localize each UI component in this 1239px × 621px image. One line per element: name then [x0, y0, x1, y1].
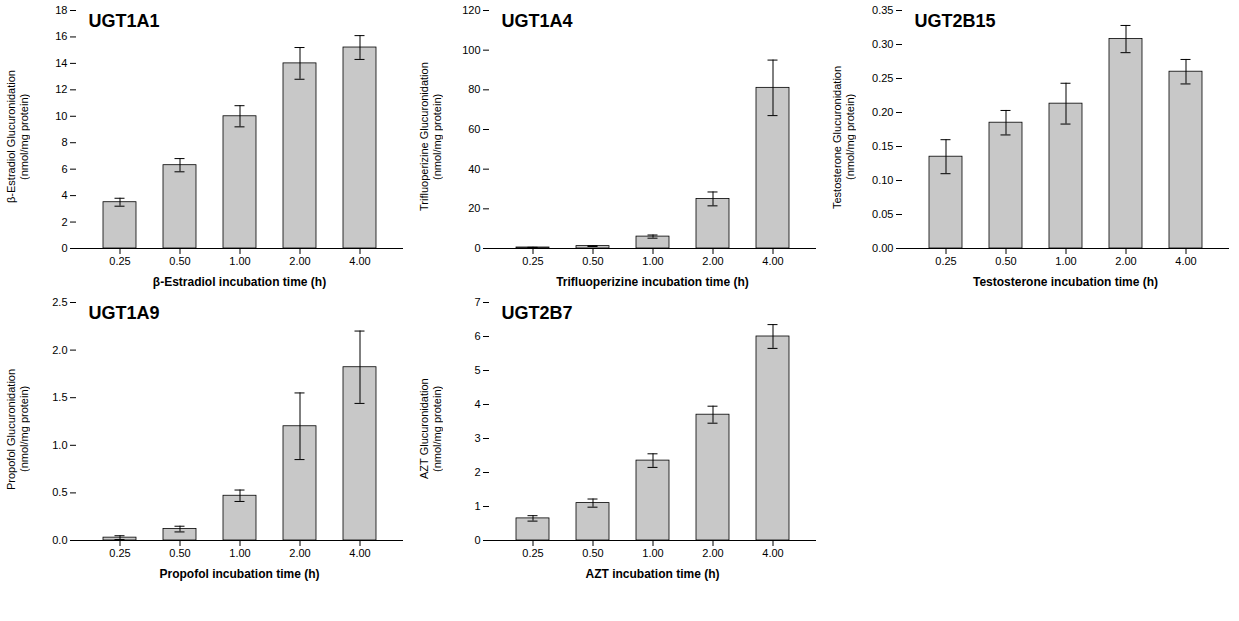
svg-text:2.0: 2.0 [52, 344, 67, 356]
svg-text:0: 0 [474, 534, 480, 546]
svg-text:0: 0 [61, 242, 67, 254]
svg-text:14: 14 [55, 57, 67, 69]
svg-text:6: 6 [61, 163, 67, 175]
svg-text:0.50: 0.50 [995, 255, 1016, 267]
svg-text:0.25: 0.25 [522, 255, 543, 267]
svg-text:6: 6 [474, 330, 480, 342]
svg-text:2: 2 [474, 466, 480, 478]
svg-text:0.05: 0.05 [872, 208, 893, 220]
svg-text:2.00: 2.00 [289, 547, 310, 559]
svg-text:0.25: 0.25 [109, 255, 130, 267]
svg-text:0.25: 0.25 [872, 72, 893, 84]
html-text:Testosterone incubation time (: Testosterone incubation time (h) [972, 275, 1159, 289]
svg-text:2.00: 2.00 [702, 255, 723, 267]
svg-text:40: 40 [468, 163, 480, 175]
svg-text:UGT2B15: UGT2B15 [915, 11, 996, 31]
svg-text:1.00: 1.00 [642, 255, 663, 267]
svg-text:4.00: 4.00 [349, 255, 370, 267]
svg-text:2.00: 2.00 [702, 547, 723, 559]
svg-text:4: 4 [474, 398, 480, 410]
svg-text:0.30: 0.30 [872, 38, 893, 50]
svg-text:5: 5 [474, 364, 480, 376]
svg-text:1.00: 1.00 [1055, 255, 1076, 267]
svg-text:4.00: 4.00 [762, 547, 783, 559]
svg-text:4.00: 4.00 [349, 547, 370, 559]
html-text:Propofol Glucuronidation (nmol: Propofol Glucuronidation (nmol/mg protei… [5, 368, 30, 490]
svg-text:2: 2 [61, 216, 67, 228]
svg-text:4: 4 [61, 189, 67, 201]
svg-text:0.0: 0.0 [52, 534, 67, 546]
svg-text:1.5: 1.5 [52, 391, 67, 403]
svg-text:1.00: 1.00 [229, 547, 250, 559]
svg-text:4.00: 4.00 [1175, 255, 1196, 267]
svg-text:UGT1A9: UGT1A9 [89, 303, 160, 323]
svg-text:0.50: 0.50 [582, 547, 603, 559]
svg-text:0.20: 0.20 [872, 106, 893, 118]
html-text:AZT incubation time (h): AZT incubation time (h) [585, 567, 720, 581]
svg-text:7: 7 [474, 296, 480, 308]
svg-text:120: 120 [462, 4, 480, 16]
svg-text:3: 3 [474, 432, 480, 444]
html-text:β-Estradiol Glucuronidation (n: β-Estradiol Glucuronidation (nmol/mg pro… [5, 70, 30, 204]
svg-text:1.00: 1.00 [642, 547, 663, 559]
svg-text:60: 60 [468, 123, 480, 135]
html-text:Propofol incubation time (h): Propofol incubation time (h) [159, 567, 320, 581]
svg-text:8: 8 [61, 136, 67, 148]
svg-text:2.00: 2.00 [289, 255, 310, 267]
svg-text:16: 16 [55, 30, 67, 42]
svg-text:0.15: 0.15 [872, 140, 893, 152]
svg-text:4.00: 4.00 [762, 255, 783, 267]
html-text:Trifluoperizine incubation tim: Trifluoperizine incubation time (h) [556, 275, 749, 289]
svg-text:100: 100 [462, 44, 480, 56]
svg-text:0.5: 0.5 [52, 486, 67, 498]
html-text:AZT Glucuronidation (nmol/mg p: AZT Glucuronidation (nmol/mg protein) [418, 378, 443, 480]
svg-text:0.00: 0.00 [872, 242, 893, 254]
html-text:Testosterone Glucuronidation (: Testosterone Glucuronidation (nmol/mg pr… [831, 65, 856, 209]
svg-text:UGT1A1: UGT1A1 [89, 11, 160, 31]
svg-text:0.50: 0.50 [169, 255, 190, 267]
html-text:Trifluoperizine Glucuronidatio: Trifluoperizine Glucuronidation (nmol/mg… [418, 62, 443, 212]
svg-text:0.50: 0.50 [582, 255, 603, 267]
svg-text:20: 20 [468, 202, 480, 214]
svg-text:1: 1 [474, 500, 480, 512]
svg-text:12: 12 [55, 83, 67, 95]
svg-text:0.25: 0.25 [522, 547, 543, 559]
svg-text:1.00: 1.00 [229, 255, 250, 267]
svg-text:2.5: 2.5 [52, 296, 67, 308]
svg-text:1.0: 1.0 [52, 439, 67, 451]
svg-text:UGT1A4: UGT1A4 [502, 11, 573, 31]
svg-text:0.50: 0.50 [169, 547, 190, 559]
html-text:β-Estradiol incubation time (h: β-Estradiol incubation time (h) [152, 275, 327, 289]
svg-text:0.10: 0.10 [872, 174, 893, 186]
svg-text:80: 80 [468, 83, 480, 95]
svg-text:18: 18 [55, 4, 67, 16]
svg-text:0: 0 [474, 242, 480, 254]
svg-text:0.35: 0.35 [872, 4, 893, 16]
svg-text:10: 10 [55, 110, 67, 122]
svg-text:UGT2B7: UGT2B7 [502, 303, 573, 323]
svg-text:0.25: 0.25 [109, 547, 130, 559]
svg-text:2.00: 2.00 [1115, 255, 1136, 267]
svg-text:0.25: 0.25 [935, 255, 956, 267]
